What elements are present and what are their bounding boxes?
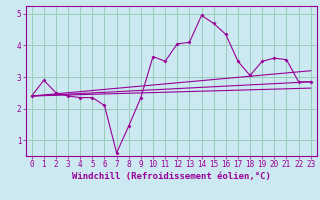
X-axis label: Windchill (Refroidissement éolien,°C): Windchill (Refroidissement éolien,°C) bbox=[72, 172, 271, 181]
